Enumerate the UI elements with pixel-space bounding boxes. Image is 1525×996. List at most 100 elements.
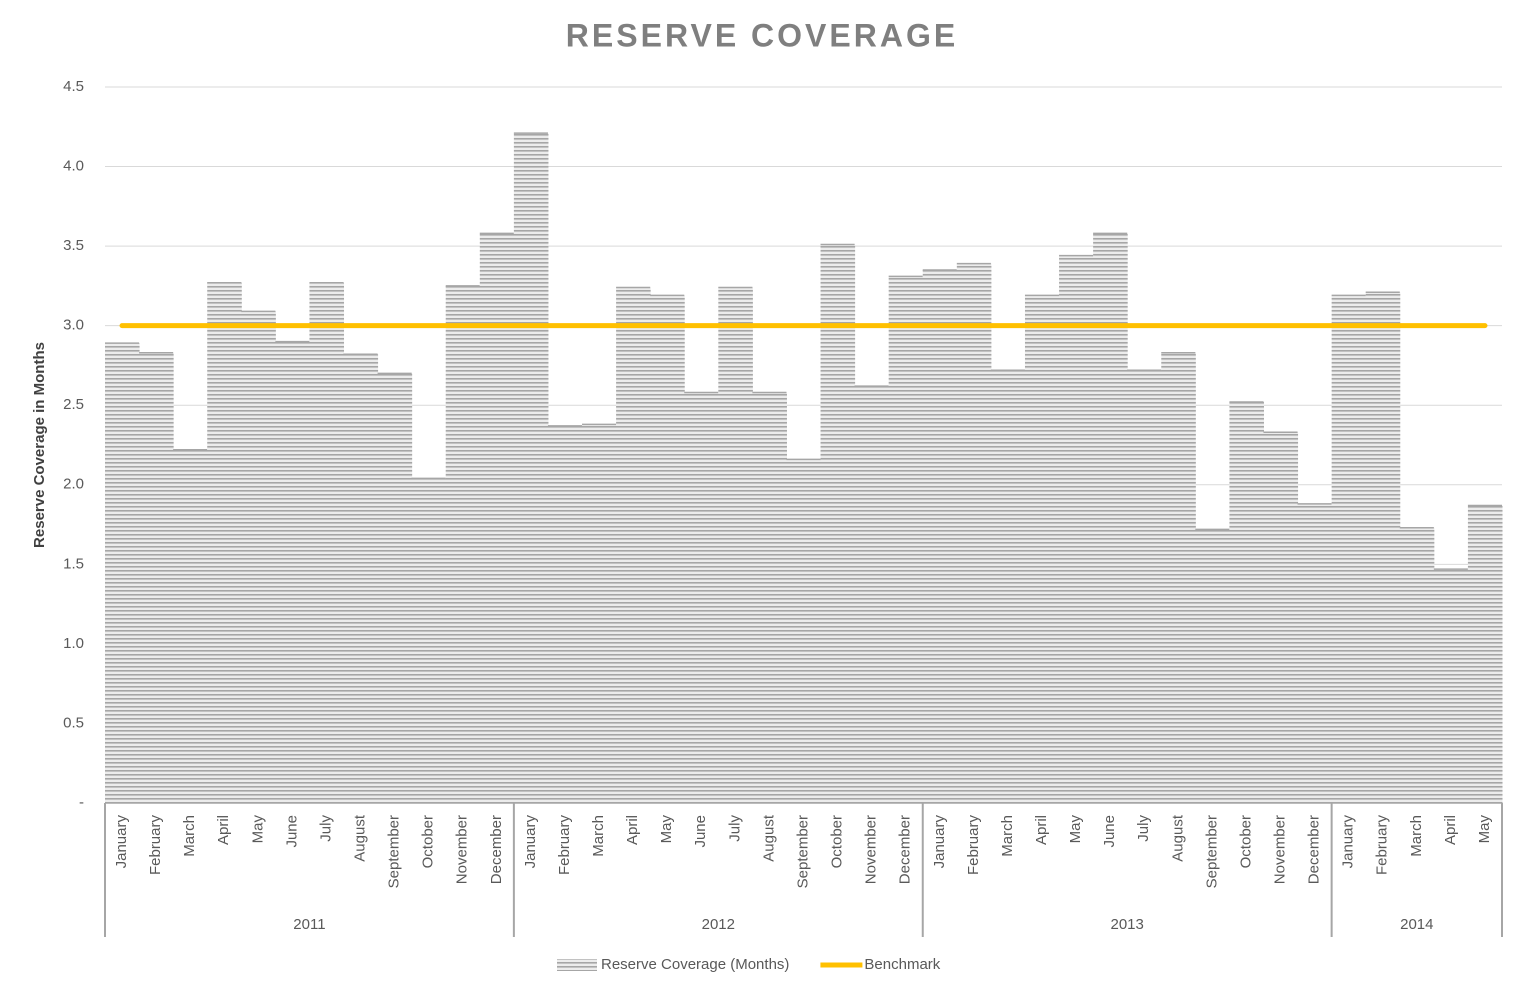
bar <box>956 263 992 803</box>
bar <box>1127 370 1162 803</box>
x-tick-label: November <box>1271 815 1288 884</box>
y-tick-label: - <box>79 794 84 811</box>
x-tick-label: March <box>999 815 1016 857</box>
x-tick-label: July <box>317 815 334 842</box>
x-tick-label: July <box>726 815 743 842</box>
x-tick-label: October <box>829 815 846 868</box>
x-tick-label: December <box>488 815 505 884</box>
x-tick-label: January <box>113 815 130 869</box>
x-tick-label: July <box>1135 815 1152 842</box>
x-tick-label: June <box>1101 815 1118 848</box>
x-tick-label: December <box>1306 815 1323 884</box>
bar <box>1229 402 1264 803</box>
y-tick-label: 3.5 <box>63 237 84 254</box>
bar <box>513 133 549 804</box>
legend-label: Reserve Coverage (Months) <box>601 956 789 973</box>
bar <box>105 343 140 803</box>
bar <box>1297 503 1333 803</box>
x-tick-label: April <box>215 815 232 845</box>
bar <box>922 269 958 803</box>
bar <box>1263 432 1299 803</box>
group-label: 2014 <box>1400 916 1433 933</box>
y-tick-label: 2.0 <box>63 476 84 493</box>
x-tick-label: November <box>863 815 880 884</box>
bar <box>479 233 515 804</box>
bar <box>1467 505 1503 803</box>
x-tick-label: January <box>1340 815 1357 869</box>
x-tick-label: February <box>556 815 573 876</box>
group-label: 2013 <box>1111 916 1144 933</box>
x-tick-label: September <box>794 815 811 888</box>
x-tick-label: August <box>760 814 777 862</box>
bar <box>1059 255 1094 803</box>
bar <box>1433 569 1469 803</box>
y-tick-label: 2.5 <box>63 396 84 413</box>
x-tick-label: October <box>1237 815 1254 868</box>
x-tick-label: August <box>1169 814 1186 862</box>
x-tick-label: December <box>897 815 914 884</box>
legend-swatch <box>557 959 597 971</box>
bar <box>343 354 379 803</box>
y-tick-label: 4.5 <box>63 78 84 95</box>
group-label: 2012 <box>702 916 735 933</box>
bar <box>411 478 447 803</box>
y-axis-label: Reserve Coverage in Months <box>31 342 48 548</box>
bar <box>1195 529 1230 803</box>
bar <box>786 459 822 803</box>
x-tick-label: March <box>590 815 607 857</box>
bar <box>1399 527 1435 803</box>
bar <box>582 424 617 803</box>
bar <box>990 370 1026 803</box>
y-tick-label: 3.0 <box>63 317 84 334</box>
y-tick-label: 4.0 <box>63 158 84 175</box>
bar <box>752 392 787 803</box>
x-tick-label: May <box>1067 815 1084 844</box>
x-tick-label: March <box>181 815 198 857</box>
legend-label: Benchmark <box>864 956 940 973</box>
bar <box>139 352 174 803</box>
bar <box>854 386 890 803</box>
bar <box>650 295 685 803</box>
x-tick-label: May <box>1476 815 1493 844</box>
bar <box>684 392 719 803</box>
y-tick-label: 0.5 <box>63 714 84 731</box>
bar <box>1365 292 1401 803</box>
bar <box>241 311 276 803</box>
bar <box>207 282 242 803</box>
x-tick-label: January <box>522 815 539 869</box>
chart-title: RESERVE COVERAGE <box>566 17 958 53</box>
bar <box>1331 295 1367 803</box>
x-tick-label: February <box>1374 815 1391 876</box>
bar <box>377 373 413 803</box>
bar <box>1024 295 1060 803</box>
x-tick-label: September <box>1203 815 1220 888</box>
x-tick-label: March <box>1408 815 1425 857</box>
bar <box>445 285 481 803</box>
x-tick-label: June <box>283 815 300 848</box>
bar <box>616 287 651 804</box>
bar <box>1093 233 1128 804</box>
group-label: 2011 <box>293 916 325 933</box>
x-tick-label: April <box>1442 815 1459 845</box>
bar <box>820 244 856 803</box>
bar <box>888 276 924 803</box>
x-tick-label: September <box>386 815 403 888</box>
bar <box>547 425 583 803</box>
bar <box>309 282 345 803</box>
bar <box>173 449 208 803</box>
x-tick-label: October <box>420 815 437 868</box>
x-tick-label: May <box>658 815 675 844</box>
bar <box>718 287 753 804</box>
x-tick-label: June <box>692 815 709 848</box>
bar <box>275 341 310 803</box>
x-tick-label: May <box>249 815 266 844</box>
x-tick-label: April <box>624 815 641 845</box>
x-tick-label: April <box>1033 815 1050 845</box>
y-tick-label: 1.0 <box>63 635 84 652</box>
x-tick-label: February <box>147 815 164 876</box>
x-tick-label: November <box>454 815 471 884</box>
x-tick-label: August <box>352 814 369 862</box>
x-tick-label: January <box>931 815 948 869</box>
